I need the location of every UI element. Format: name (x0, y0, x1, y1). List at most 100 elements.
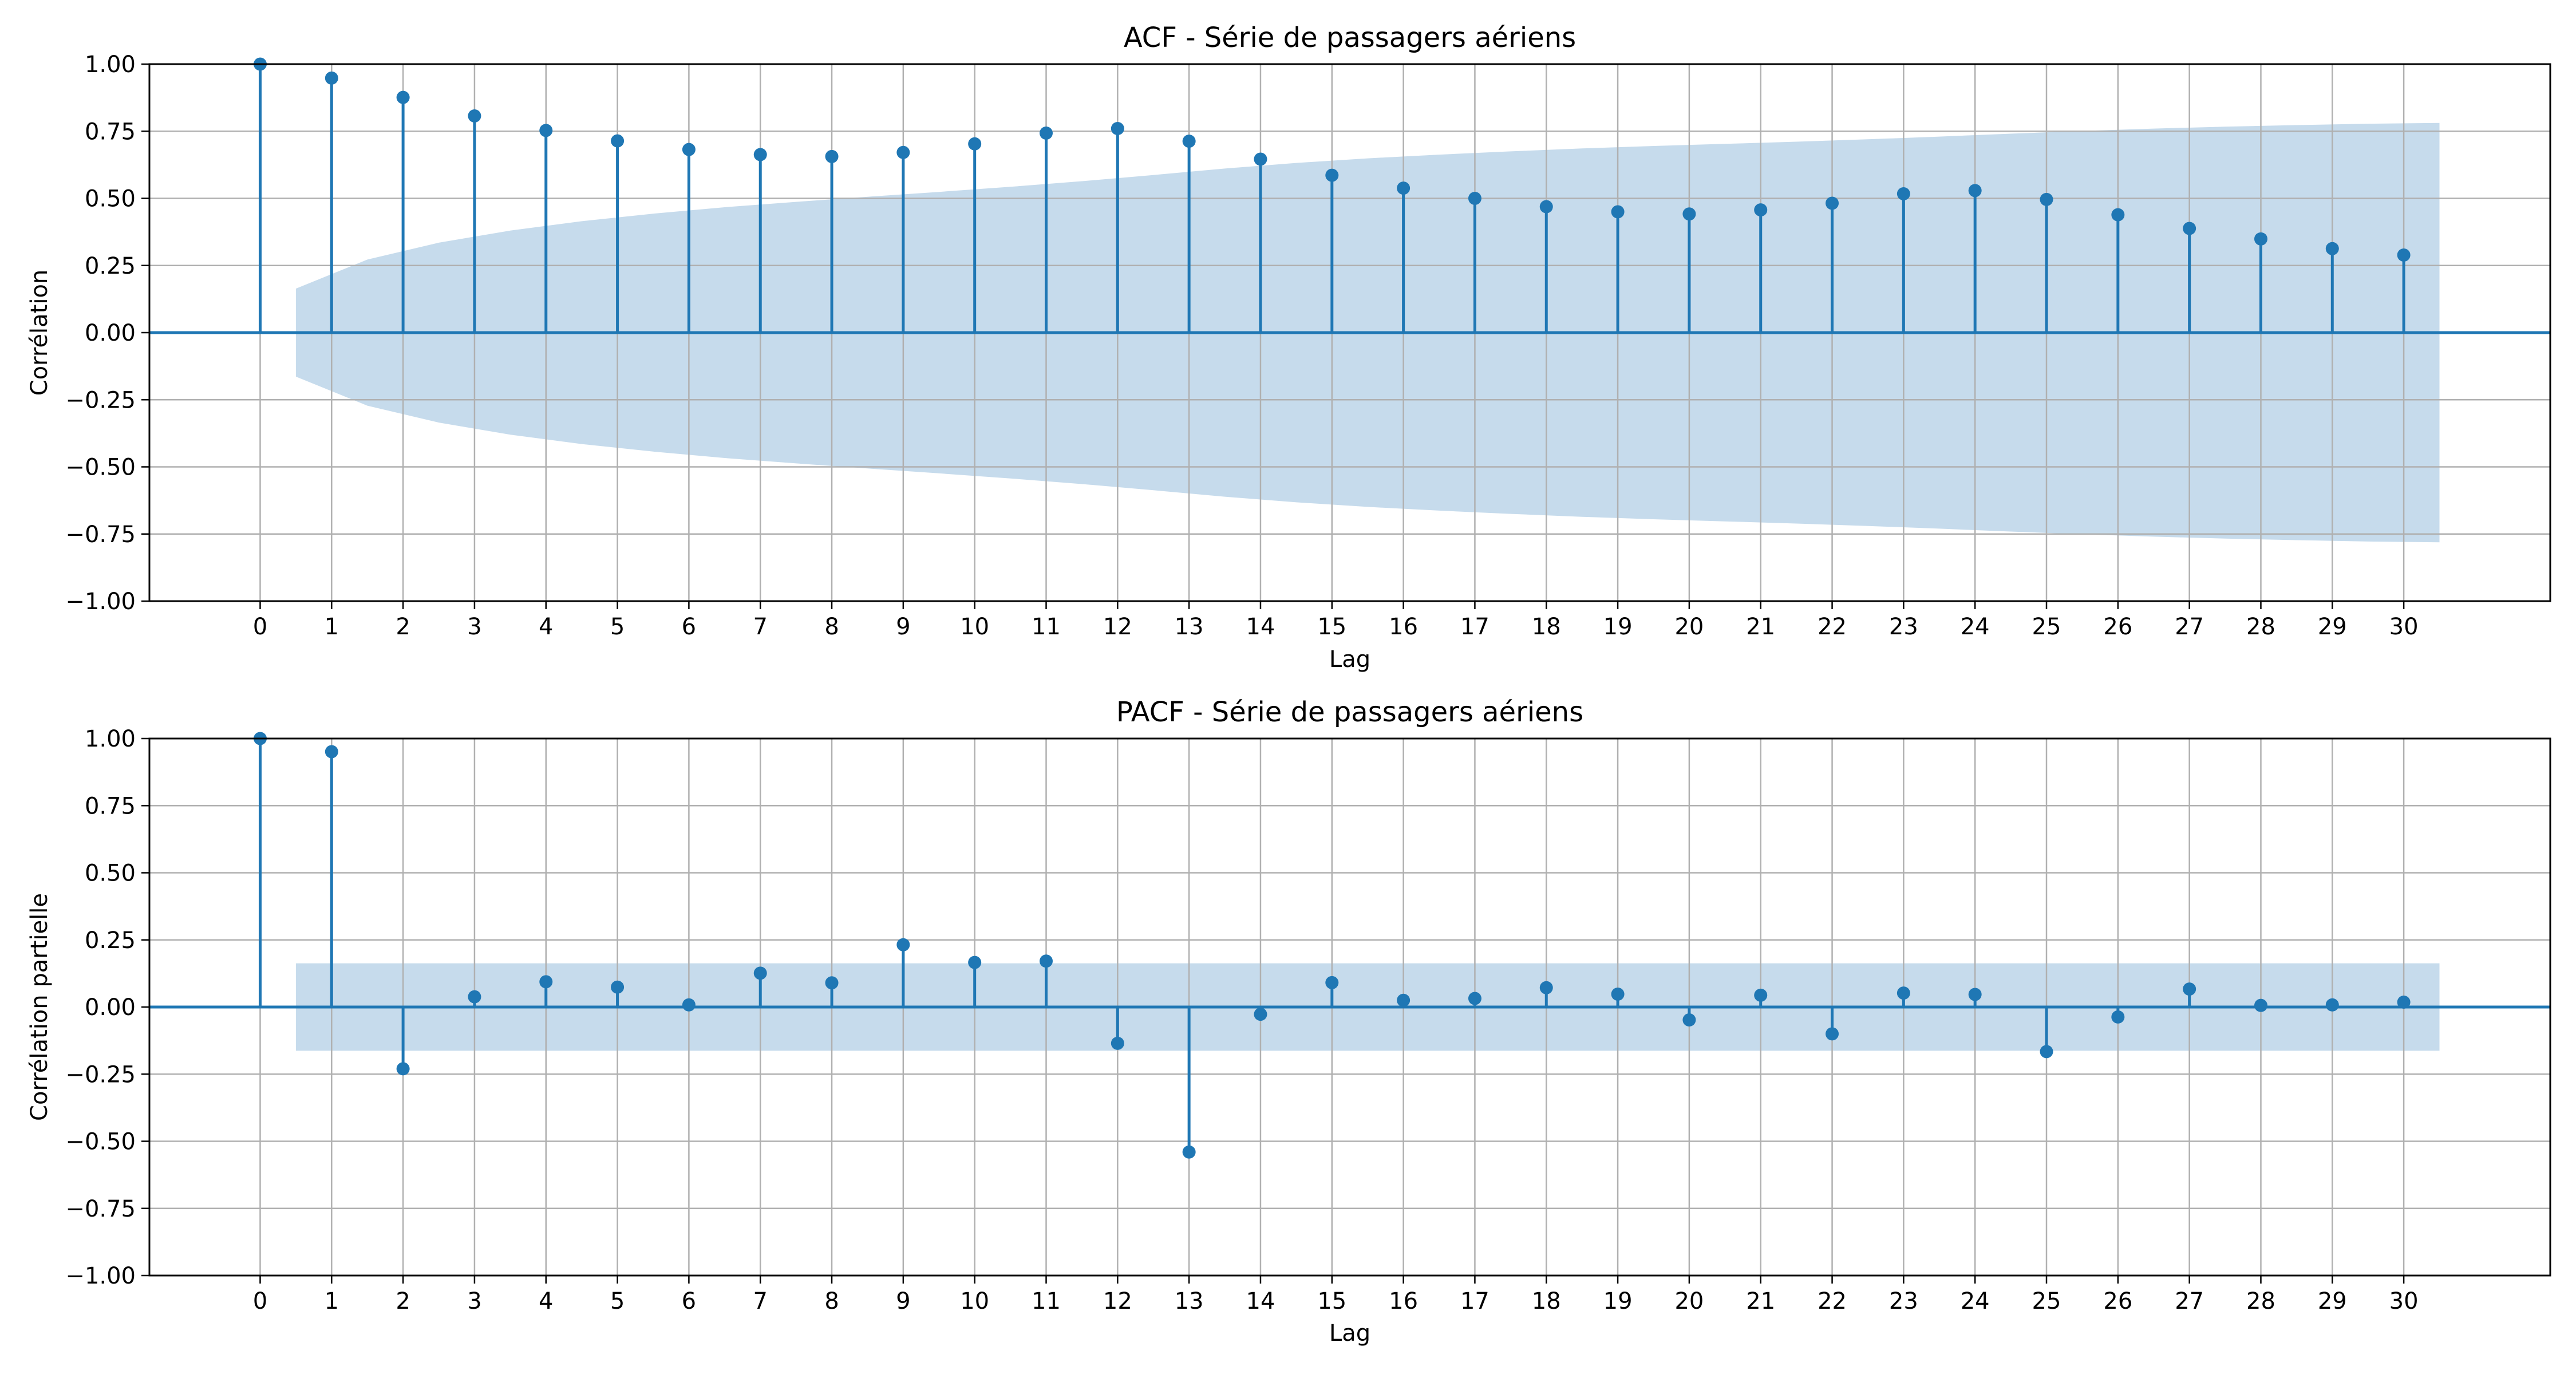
pacf-marker-lag-14 (1254, 1008, 1267, 1021)
acf-x-tick-label: 24 (1961, 614, 1990, 640)
acf-x-tick-label: 29 (2318, 614, 2347, 640)
acf-marker-lag-13 (1182, 135, 1196, 148)
pacf-marker-lag-6 (682, 998, 696, 1012)
pacf-y-tick-label: 0.00 (85, 994, 136, 1021)
pacf-x-tick-label: 5 (610, 1288, 625, 1314)
acf-x-tick-label: 5 (610, 614, 625, 640)
pacf-x-tick-label: 9 (896, 1288, 910, 1314)
pacf-x-tick-label: 3 (467, 1288, 481, 1314)
pacf-x-tick-label: 6 (682, 1288, 696, 1314)
pacf-x-tick-label: 11 (1032, 1288, 1061, 1314)
acf-x-tick-label: 21 (1746, 614, 1775, 640)
acf-marker-lag-9 (896, 145, 910, 159)
pacf-marker-lag-24 (1968, 988, 1982, 1001)
pacf-marker-lag-11 (1040, 954, 1053, 968)
pacf-tick-labels-layer: 0 1 2 3 4 5 6 7 8 9 10 11 12 13 14 15 16 17 18 19 20 21 22 23 24… (65, 726, 2418, 1314)
pacf-x-tick-label: 1 (325, 1288, 339, 1314)
acf-marker-lag-11 (1040, 127, 1053, 140)
pacf-x-axis-label: Lag (1329, 1320, 1370, 1347)
acf-y-tick-label: 0.25 (85, 253, 136, 279)
acf-y-tick-label: −0.50 (65, 455, 136, 481)
acf-x-tick-label: 11 (1032, 614, 1061, 640)
acf-marker-lag-29 (2325, 242, 2339, 255)
acf-x-tick-label: 7 (753, 614, 767, 640)
pacf-marker-lag-19 (1611, 987, 1625, 1001)
acf-x-tick-label: 23 (1889, 614, 1918, 640)
acf-marker-lag-27 (2183, 222, 2196, 235)
pacf-marker-lag-23 (1897, 986, 1910, 1000)
acf-marker-lag-15 (1325, 168, 1339, 182)
pacf-x-tick-label: 19 (1603, 1288, 1633, 1314)
pacf-x-tick-label: 12 (1103, 1288, 1132, 1314)
pacf-y-axis-label: Corrélation partielle (26, 893, 53, 1121)
pacf-x-tick-label: 26 (2103, 1288, 2132, 1314)
acf-x-tick-label: 25 (2032, 614, 2061, 640)
pacf-marker-lag-29 (2325, 998, 2339, 1012)
acf-x-tick-label: 10 (960, 614, 989, 640)
pacf-stems-layer (253, 732, 2411, 1159)
pacf-chart: 0 1 2 3 4 5 6 7 8 9 10 11 12 13 14 15 16 17 18 19 20 21 22 23 24… (26, 696, 2551, 1347)
pacf-x-tick-label: 2 (396, 1288, 410, 1314)
pacf-x-tick-label: 28 (2246, 1288, 2275, 1314)
acf-x-tick-label: 8 (824, 614, 839, 640)
acf-y-tick-label: 1.00 (85, 52, 136, 78)
pacf-y-tick-label: 0.50 (85, 860, 136, 887)
pacf-y-tick-label: −1.00 (65, 1263, 136, 1289)
acf-x-tick-label: 20 (1674, 614, 1704, 640)
acf-marker-lag-5 (611, 134, 625, 148)
pacf-marker-lag-3 (468, 990, 481, 1004)
acf-y-tick-label: −0.25 (65, 387, 136, 413)
pacf-x-tick-label: 18 (1532, 1288, 1561, 1314)
acf-marker-lag-10 (968, 137, 982, 151)
acf-stems-layer (253, 57, 2411, 333)
acf-marker-lag-28 (2254, 232, 2267, 246)
acf-x-tick-label: 13 (1175, 614, 1204, 640)
pacf-marker-lag-2 (396, 1062, 410, 1076)
acf-x-tick-label: 3 (467, 614, 481, 640)
acf-marker-lag-24 (1968, 184, 1982, 198)
pacf-y-tick-label: −0.25 (65, 1061, 136, 1088)
pacf-marker-lag-20 (1682, 1013, 1696, 1027)
pacf-x-tick-label: 21 (1746, 1288, 1775, 1314)
pacf-x-tick-label: 14 (1246, 1288, 1275, 1314)
acf-marker-lag-6 (682, 143, 696, 156)
pacf-y-tick-label: 1.00 (85, 726, 136, 752)
acf-x-tick-label: 17 (1460, 614, 1490, 640)
pacf-chart-title: PACF - Série de passagers aériens (1116, 696, 1583, 728)
pacf-marker-lag-17 (1468, 992, 1481, 1005)
pacf-x-tick-label: 8 (824, 1288, 839, 1314)
acf-marker-lag-25 (2040, 192, 2053, 206)
pacf-marker-lag-8 (825, 976, 839, 990)
pacf-marker-lag-5 (611, 980, 625, 994)
pacf-y-tick-label: 0.25 (85, 927, 136, 954)
acf-x-tick-label: 14 (1246, 614, 1275, 640)
pacf-x-tick-label: 15 (1317, 1288, 1346, 1314)
acf-y-tick-label: −0.75 (65, 522, 136, 548)
pacf-marker-lag-7 (753, 966, 767, 980)
acf-marker-lag-4 (539, 124, 553, 137)
acf-marker-lag-18 (1539, 200, 1553, 214)
pacf-x-tick-label: 29 (2318, 1288, 2347, 1314)
pacf-marker-lag-22 (1826, 1027, 1839, 1041)
pacf-x-tick-label: 27 (2175, 1288, 2204, 1314)
acf-marker-lag-23 (1897, 187, 1910, 201)
acf-marker-lag-17 (1468, 192, 1481, 205)
acf-marker-lag-7 (753, 148, 767, 161)
pacf-marker-lag-27 (2183, 982, 2196, 996)
acf-y-axis-label: Corrélation (26, 270, 53, 396)
acf-x-tick-label: 18 (1532, 614, 1561, 640)
pacf-x-tick-label: 17 (1460, 1288, 1490, 1314)
acf-marker-lag-21 (1754, 203, 1768, 217)
pacf-x-tick-label: 24 (1961, 1288, 1990, 1314)
acf-x-tick-label: 15 (1317, 614, 1346, 640)
pacf-marker-lag-1 (325, 745, 338, 759)
acf-marker-lag-22 (1826, 196, 1839, 210)
pacf-x-tick-label: 16 (1389, 1288, 1418, 1314)
pacf-marker-lag-13 (1182, 1145, 1196, 1159)
acf-x-tick-label: 12 (1103, 614, 1132, 640)
acf-marker-lag-30 (2397, 248, 2411, 262)
acf-x-tick-label: 19 (1603, 614, 1633, 640)
pacf-marker-lag-4 (539, 975, 553, 989)
acf-y-tick-label: 0.00 (85, 320, 136, 346)
